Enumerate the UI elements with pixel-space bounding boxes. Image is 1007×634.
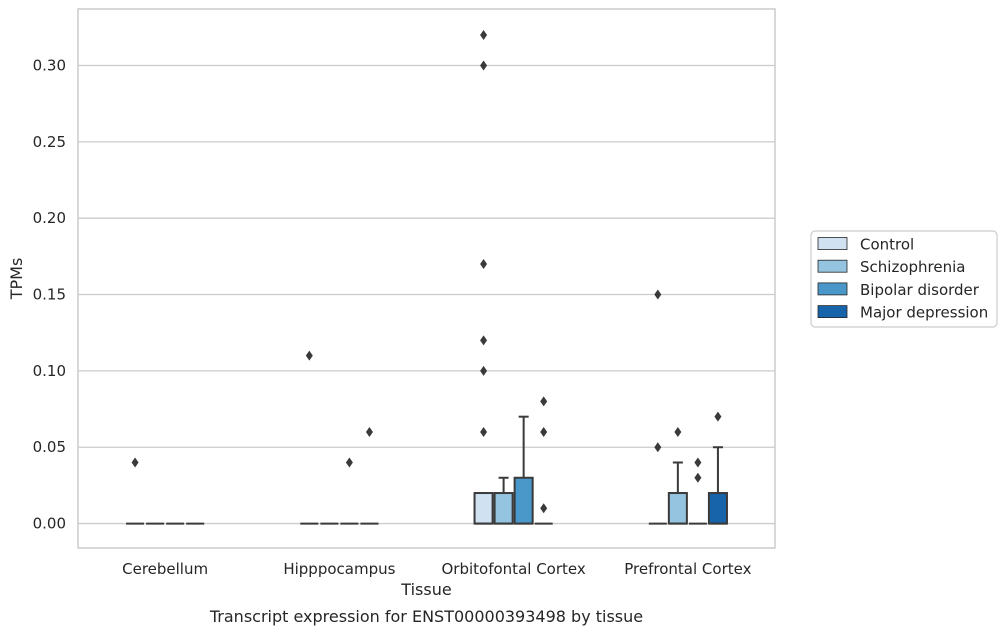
x-axis-ticks: Cerebellum Hipppocampus Orbitofontal Corte… bbox=[122, 560, 751, 578]
box-1-3 bbox=[667, 426, 688, 525]
y-tick-label: 0.25 bbox=[33, 133, 66, 151]
box-3-1 bbox=[360, 426, 379, 525]
y-tick-label: 0.15 bbox=[33, 286, 66, 304]
outlier-point bbox=[654, 442, 662, 453]
outlier-point bbox=[305, 350, 313, 361]
box-2-2 bbox=[513, 415, 534, 525]
legend-swatch bbox=[817, 259, 848, 273]
box-1-2 bbox=[493, 476, 514, 525]
box-series-group bbox=[126, 29, 728, 525]
outlier-point bbox=[480, 258, 488, 269]
legend-label: Control bbox=[860, 236, 914, 254]
legend: Control Schizophrenia Bipolar disorder Majo… bbox=[810, 230, 998, 328]
outlier-point bbox=[540, 503, 548, 514]
x-tick-label: Cerebellum bbox=[122, 560, 208, 578]
box-body bbox=[473, 492, 494, 525]
box-3-2 bbox=[534, 396, 553, 525]
legend-label: Schizophrenia bbox=[860, 258, 965, 276]
legend-label: Bipolar disorder bbox=[860, 281, 980, 299]
y-tick-label: 0.20 bbox=[33, 209, 66, 227]
y-axis-ticks: 0.00 0.05 0.10 0.15 0.20 0.25 0.30 bbox=[33, 56, 66, 532]
y-tick-label: 0.30 bbox=[33, 56, 66, 74]
outlier-point bbox=[480, 365, 488, 376]
box-0-3 bbox=[648, 289, 667, 525]
box-body bbox=[493, 492, 514, 525]
outlier-point bbox=[714, 411, 722, 422]
legend-swatch bbox=[817, 237, 848, 250]
outlier-point bbox=[480, 29, 488, 40]
plot-area-frame bbox=[77, 8, 776, 549]
outlier-point bbox=[694, 472, 702, 483]
x-axis-label: Tissue bbox=[400, 580, 451, 599]
box-body bbox=[667, 492, 688, 525]
box-3-3 bbox=[707, 411, 728, 525]
box-body bbox=[513, 476, 534, 525]
box-2-3 bbox=[688, 457, 707, 525]
x-tick-label: Prefrontal Cortex bbox=[624, 560, 751, 578]
outlier-point bbox=[480, 335, 488, 346]
outlier-point bbox=[131, 457, 139, 468]
y-tick-label: 0.05 bbox=[33, 438, 66, 456]
outlier-point bbox=[480, 60, 488, 71]
y-axis-label: TPMs bbox=[7, 258, 26, 301]
box-0-1 bbox=[300, 350, 319, 525]
outlier-point bbox=[345, 457, 353, 468]
y-tick-label: 0.00 bbox=[33, 515, 66, 533]
box-0-0 bbox=[126, 457, 145, 525]
legend-swatch bbox=[817, 282, 848, 296]
outlier-point bbox=[540, 396, 548, 407]
outlier-point bbox=[674, 426, 682, 437]
box-body bbox=[707, 492, 728, 525]
legend-swatch bbox=[817, 305, 848, 319]
outlier-point bbox=[365, 426, 373, 437]
outlier-point bbox=[654, 289, 662, 300]
legend-frame bbox=[810, 230, 998, 328]
outlier-point bbox=[480, 426, 488, 437]
legend-label: Major depression bbox=[860, 304, 988, 322]
outlier-point bbox=[540, 426, 548, 437]
box-2-1 bbox=[340, 457, 359, 525]
gridlines bbox=[78, 64, 775, 525]
chart-caption: Transcript expression for ENST0000039349… bbox=[209, 607, 643, 626]
outlier-point bbox=[694, 457, 702, 468]
box-0-2 bbox=[473, 29, 494, 525]
y-tick-label: 0.10 bbox=[33, 362, 66, 380]
x-tick-label: Orbitofontal Cortex bbox=[442, 560, 586, 578]
x-tick-label: Hipppocampus bbox=[283, 560, 395, 578]
